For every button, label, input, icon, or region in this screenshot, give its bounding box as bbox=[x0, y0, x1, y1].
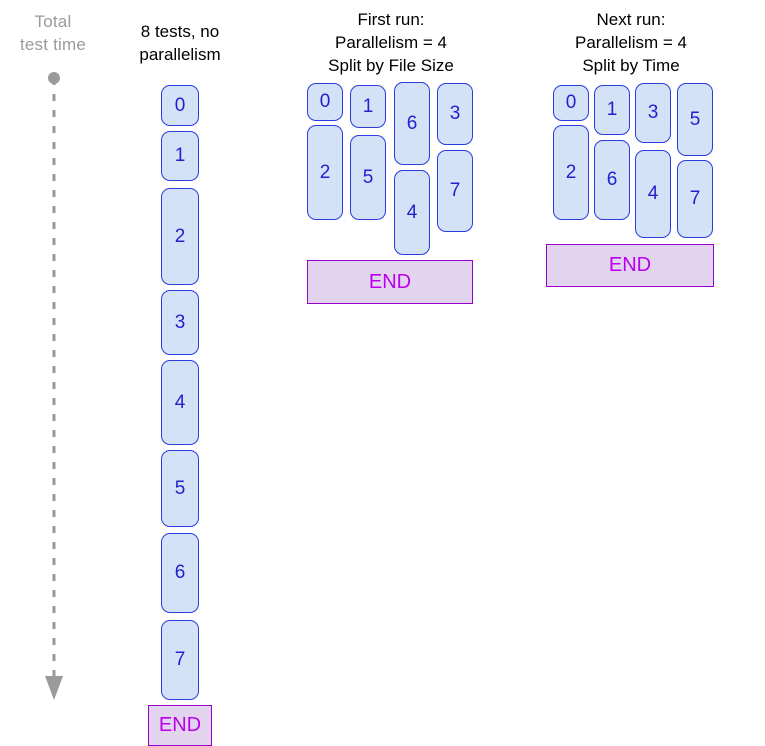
test-block-next-run-1: 1 bbox=[594, 85, 630, 135]
test-block-serial-3: 3 bbox=[161, 290, 199, 355]
column-title-first-run: First run: Parallelism = 4 Split by File… bbox=[328, 10, 454, 75]
axis-label-total-test-time: Total test time bbox=[19, 12, 87, 54]
test-block-serial-6: 6 bbox=[161, 533, 199, 613]
test-block-first-run-1: 1 bbox=[350, 85, 386, 128]
test-block-next-run-4: 4 bbox=[635, 150, 671, 238]
test-block-next-run-7: 7 bbox=[677, 160, 713, 238]
end-bar-serial: END bbox=[148, 705, 212, 746]
test-block-first-run-7: 7 bbox=[437, 150, 473, 232]
test-block-first-run-6: 6 bbox=[394, 82, 430, 165]
total-test-time-axis bbox=[45, 72, 63, 700]
column-title-serial: 8 tests, no parallelism bbox=[139, 22, 221, 64]
test-block-next-run-5: 5 bbox=[677, 83, 713, 156]
test-block-first-run-3: 3 bbox=[437, 83, 473, 145]
column-title-next-run: Next run: Parallelism = 4 Split by Time bbox=[575, 10, 687, 75]
test-block-next-run-0: 0 bbox=[553, 85, 589, 121]
test-block-serial-5: 5 bbox=[161, 450, 199, 527]
test-block-first-run-5: 5 bbox=[350, 135, 386, 220]
end-bar-first-run: END bbox=[307, 260, 473, 304]
test-block-next-run-6: 6 bbox=[594, 140, 630, 220]
test-block-first-run-0: 0 bbox=[307, 83, 343, 121]
test-block-next-run-2: 2 bbox=[553, 125, 589, 220]
test-block-first-run-4: 4 bbox=[394, 170, 430, 255]
test-block-serial-1: 1 bbox=[161, 131, 199, 181]
test-block-serial-7: 7 bbox=[161, 620, 199, 700]
end-bar-next-run: END bbox=[546, 244, 714, 287]
test-block-serial-2: 2 bbox=[161, 188, 199, 285]
test-block-first-run-2: 2 bbox=[307, 125, 343, 220]
axis-arrowhead-icon bbox=[45, 676, 63, 700]
test-block-next-run-3: 3 bbox=[635, 83, 671, 143]
test-block-serial-0: 0 bbox=[161, 85, 199, 126]
test-block-serial-4: 4 bbox=[161, 360, 199, 445]
